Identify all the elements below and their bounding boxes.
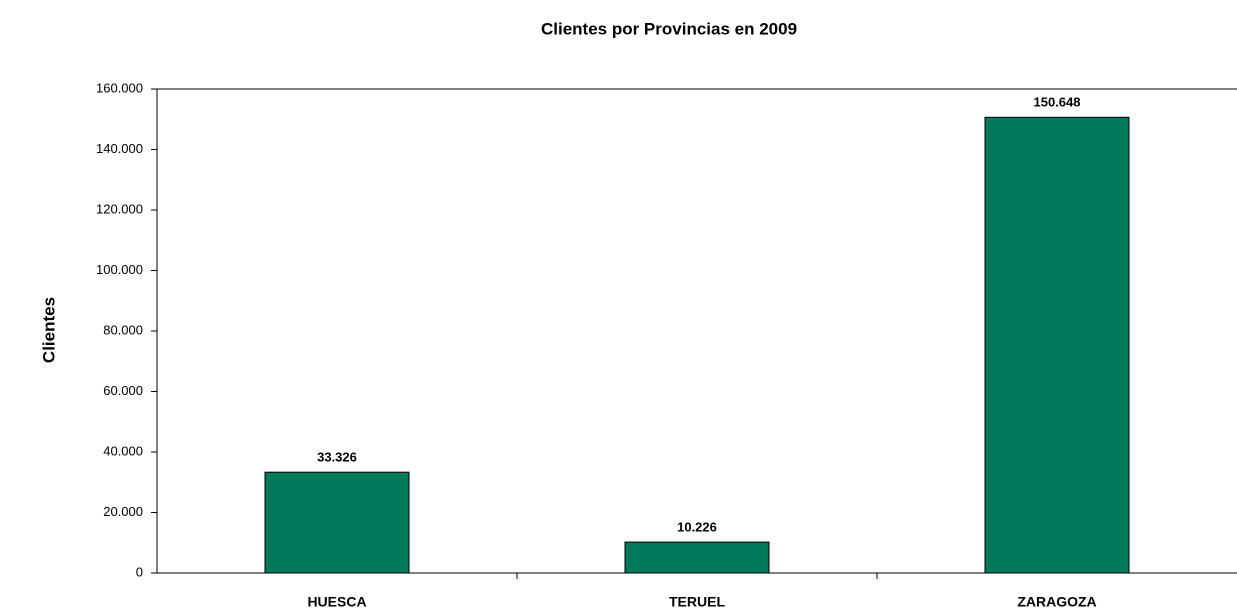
bar: [264, 471, 410, 574]
data-label: 33.326: [317, 450, 357, 465]
y-tick-label: 40.000: [103, 443, 143, 458]
data-label: 10.226: [677, 520, 717, 535]
x-tick-label: ZARAGOZA: [1017, 594, 1096, 610]
chart-title: Clientes por Provincias en 2009: [541, 19, 797, 38]
data-label: 150.648: [1034, 95, 1081, 110]
y-tick-label: 100.000: [96, 262, 143, 277]
y-tick-label: 120.000: [96, 201, 143, 216]
y-tick-label: 0: [136, 564, 143, 579]
bar: [984, 116, 1130, 574]
y-tick-label: 160.000: [96, 80, 143, 95]
bar: [624, 541, 770, 574]
y-tick-label: 140.000: [96, 141, 143, 156]
y-tick-label: 80.000: [103, 322, 143, 337]
y-tick-label: 60.000: [103, 383, 143, 398]
x-tick-label: HUESCA: [307, 594, 366, 610]
y-axis-label: Clientes: [39, 297, 58, 363]
x-tick-label: TERUEL: [669, 594, 725, 610]
y-tick-label: 20.000: [103, 504, 143, 519]
